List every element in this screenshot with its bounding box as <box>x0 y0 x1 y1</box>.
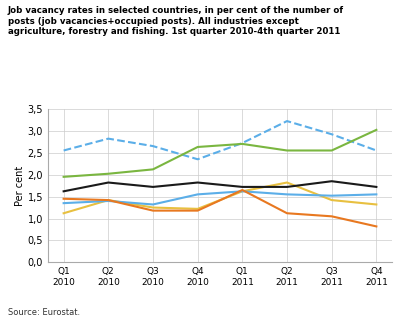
Line: United Kingdom: United Kingdom <box>64 181 376 191</box>
Germany <box>329 148 334 152</box>
EU <box>195 192 200 196</box>
Norway <box>61 148 66 152</box>
EU <box>285 192 290 196</box>
Text: Job vacancy rates in selected countries, in per cent of the number of
posts (job: Job vacancy rates in selected countries,… <box>8 6 344 36</box>
Germany <box>150 167 155 171</box>
Line: Spain: Spain <box>64 190 376 227</box>
EU <box>240 189 245 193</box>
Y-axis label: Per cent: Per cent <box>15 165 25 206</box>
Germany <box>61 175 66 179</box>
United Kingdom <box>374 185 379 189</box>
Germany <box>195 145 200 149</box>
Spain <box>374 225 379 228</box>
Sweden <box>61 211 66 215</box>
Germany <box>285 148 290 152</box>
Sweden <box>374 203 379 206</box>
Line: Sweden: Sweden <box>64 182 376 213</box>
EU <box>61 201 66 205</box>
Sweden <box>240 189 245 193</box>
Germany <box>240 142 245 146</box>
United Kingdom <box>329 179 334 183</box>
Line: Germany: Germany <box>64 130 376 177</box>
Sweden <box>329 198 334 202</box>
United Kingdom <box>240 185 245 189</box>
Norway <box>285 119 290 123</box>
Text: Source: Eurostat.: Source: Eurostat. <box>8 308 80 317</box>
EU <box>150 203 155 206</box>
Spain <box>329 214 334 218</box>
Norway <box>195 157 200 161</box>
Line: Norway: Norway <box>64 121 376 159</box>
Sweden <box>106 198 111 202</box>
Germany <box>106 172 111 176</box>
Norway <box>106 137 111 140</box>
United Kingdom <box>285 185 290 189</box>
United Kingdom <box>195 180 200 184</box>
Norway <box>374 148 379 152</box>
Norway <box>240 141 245 145</box>
Spain <box>285 211 290 215</box>
Sweden <box>285 180 290 184</box>
EU <box>106 199 111 203</box>
Spain <box>61 197 66 201</box>
Sweden <box>150 206 155 210</box>
Spain <box>106 198 111 202</box>
Germany <box>374 128 379 132</box>
Spain <box>240 188 245 192</box>
Spain <box>195 209 200 212</box>
Norway <box>329 132 334 136</box>
Norway <box>150 144 155 148</box>
United Kingdom <box>61 189 66 193</box>
Sweden <box>195 207 200 211</box>
United Kingdom <box>150 185 155 189</box>
EU <box>329 194 334 198</box>
United Kingdom <box>106 180 111 184</box>
Spain <box>150 209 155 212</box>
Line: EU: EU <box>64 191 376 204</box>
EU <box>374 192 379 196</box>
